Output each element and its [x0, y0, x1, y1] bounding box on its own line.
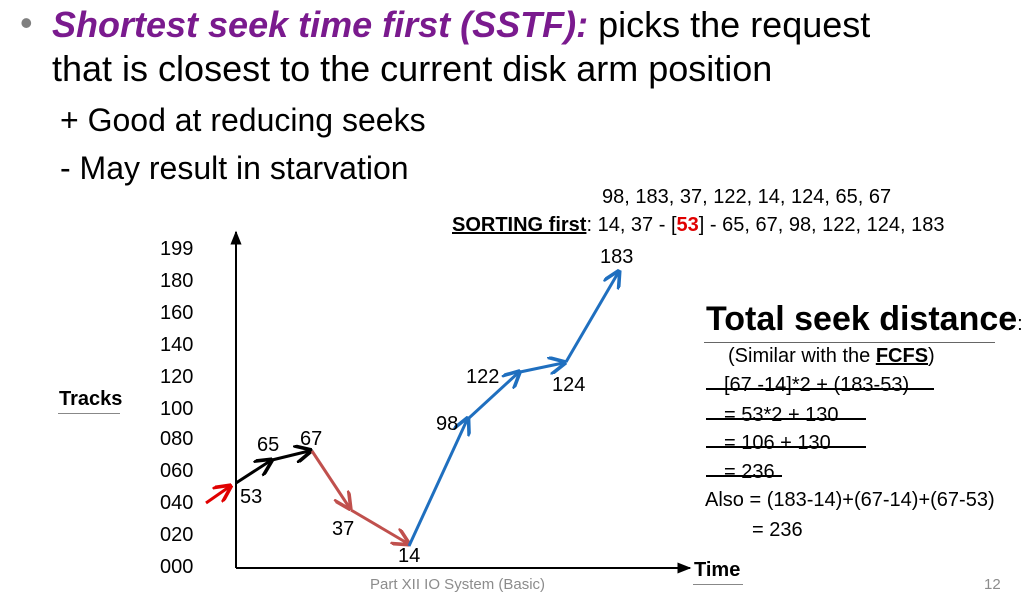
calc-line-2: = 53*2 + 130	[724, 404, 839, 426]
sorting-part-2: ] - 65, 67, 98, 122, 124, 183	[698, 214, 945, 236]
seek-65-67	[271, 451, 309, 460]
y-tick-180: 180	[160, 270, 194, 292]
calc-line-3: = 106 + 130	[724, 432, 831, 454]
seek-122-124	[519, 363, 563, 372]
calc-line-1: [67 -14]*2 + (183-53)	[724, 374, 910, 396]
bullet-dot: •	[20, 2, 33, 43]
point-label-98: 98	[436, 413, 459, 435]
request-sequence: 98, 183, 37, 122, 14, 124, 65, 67	[602, 186, 892, 208]
footer-text: Part XII IO System (Basic)	[370, 576, 546, 593]
sorting-label: SORTING first	[452, 214, 587, 236]
y-tick-160: 160	[160, 302, 194, 324]
similar-note: (Similar with the FCFS)	[728, 345, 935, 368]
sorting-part-1: : 14, 37 - [	[586, 214, 677, 236]
seek-124-183	[564, 273, 618, 363]
strike-1	[706, 388, 934, 390]
heading-line-2: that is closest to the current disk arm …	[52, 48, 773, 89]
y-tick-120: 120	[160, 366, 194, 388]
heading-line-1: Shortest seek time first (SSTF): picks t…	[52, 4, 870, 46]
strike-4	[706, 475, 782, 477]
cons-text: - May result in starvation	[60, 150, 409, 186]
strike-2	[706, 418, 866, 420]
strike-3	[706, 446, 866, 448]
point-label-122: 122	[466, 366, 500, 388]
current-position: 53	[676, 214, 699, 236]
calc-line-4: = 236	[724, 461, 775, 483]
seek-14-98	[407, 420, 467, 547]
y-tick-100: 100	[160, 398, 194, 420]
point-label-183: 183	[600, 246, 634, 268]
y-tick-199: 199	[160, 238, 194, 260]
sorted-sequence: SORTING first: 14, 37 - [53] - 65, 67, 9…	[452, 214, 945, 237]
seek-37-14	[350, 508, 407, 543]
y-tick-060: 060	[160, 460, 194, 482]
y-tick-140: 140	[160, 334, 194, 356]
y-tick-080: 080	[160, 428, 194, 450]
page-number: 12	[984, 576, 1001, 593]
point-label-37: 37	[332, 518, 355, 540]
start-arrow	[205, 487, 229, 505]
point-label-14: 14	[398, 545, 421, 567]
x-axis-label: Time	[694, 559, 741, 581]
y-axis-label-underline	[58, 413, 120, 414]
total-seek-underline	[704, 342, 995, 343]
total-seek-colon: :	[1017, 313, 1023, 335]
also-result: = 236	[752, 519, 803, 541]
pros-text: + Good at reducing seeks	[60, 102, 426, 138]
y-tick-000: 000	[160, 556, 194, 578]
y-tick-020: 020	[160, 524, 194, 546]
seek-53-65	[235, 461, 270, 485]
y-tick-040: 040	[160, 492, 194, 514]
point-label-65: 65	[257, 434, 280, 456]
total-seek-title-text: Total seek distance	[706, 300, 1018, 338]
total-seek-title: Total seek distance:	[706, 300, 1023, 339]
also-formula: Also = (183-14)+(67-14)+(67-53)	[705, 489, 995, 511]
seek-98-122	[467, 373, 518, 420]
similar-suffix: )	[928, 345, 935, 367]
fcfs-label: FCFS	[875, 345, 929, 367]
sstf-term: Shortest seek time first (SSTF):	[52, 4, 589, 45]
similar-prefix: (Similar with the	[728, 345, 876, 367]
seek-67-37	[310, 450, 349, 507]
heading-text-1: picks the request	[588, 4, 871, 45]
y-axis-label: Tracks	[59, 388, 123, 410]
point-label-53: 53	[240, 486, 263, 508]
x-axis-label-underline	[693, 584, 743, 585]
point-label-67: 67	[300, 428, 323, 450]
point-label-124: 124	[552, 374, 586, 396]
